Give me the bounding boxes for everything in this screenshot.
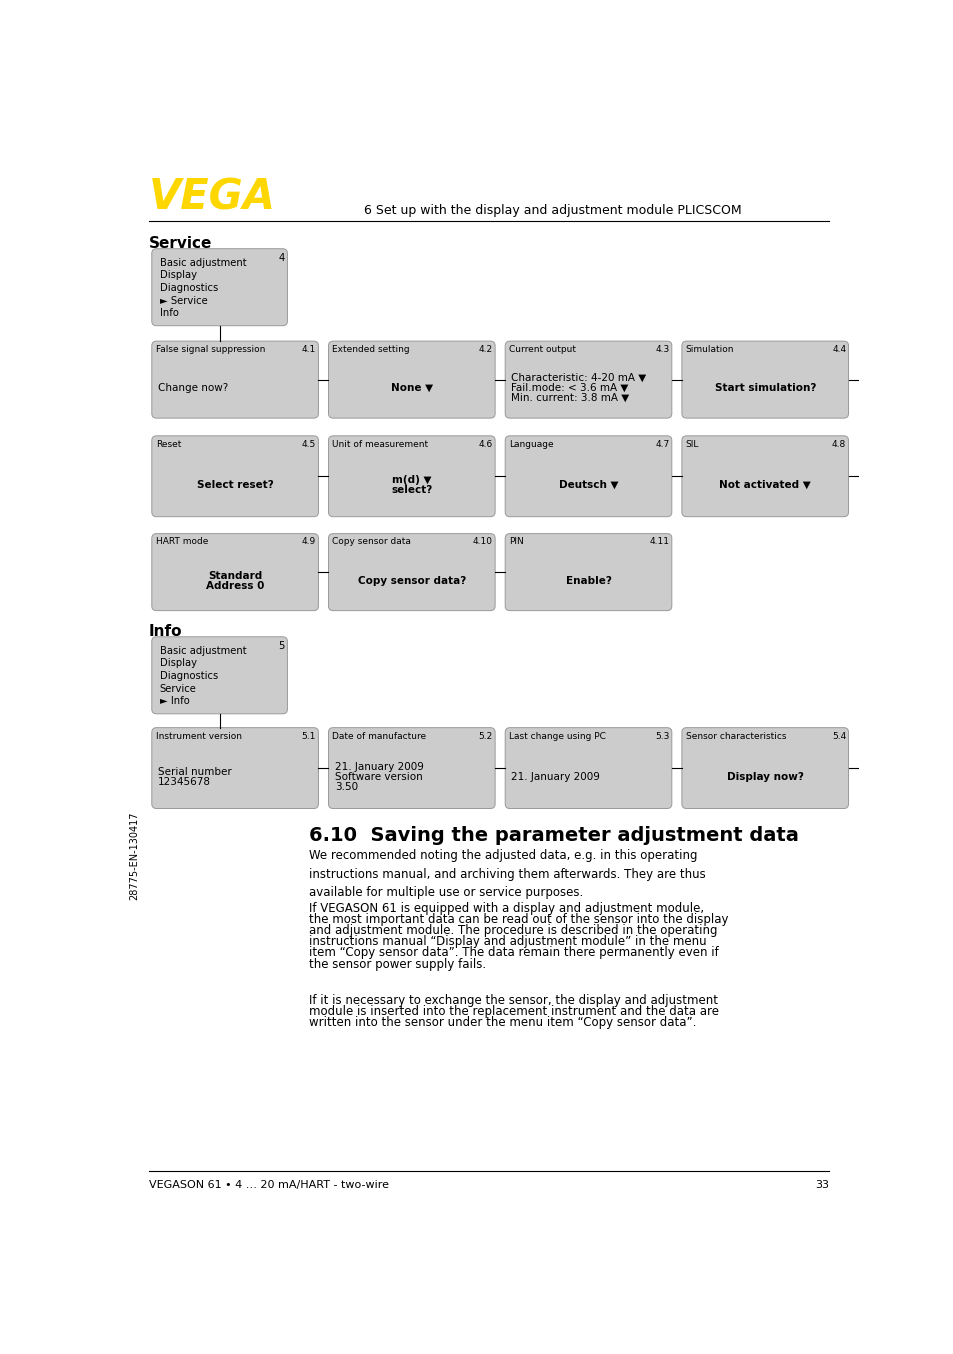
Text: SIL: SIL [685, 440, 699, 448]
Text: Language: Language [509, 440, 553, 448]
Text: PIN: PIN [509, 538, 523, 547]
FancyBboxPatch shape [505, 533, 671, 611]
FancyBboxPatch shape [681, 341, 847, 418]
Text: Software version: Software version [335, 772, 422, 781]
Text: Deutsch ▼: Deutsch ▼ [558, 479, 618, 490]
Text: Extended setting: Extended setting [332, 345, 410, 353]
FancyBboxPatch shape [328, 533, 495, 611]
Text: Info: Info [159, 309, 178, 318]
FancyBboxPatch shape [681, 727, 847, 808]
Text: Copy sensor data?: Copy sensor data? [357, 575, 465, 585]
Text: ► Info: ► Info [159, 696, 189, 707]
Text: 4.2: 4.2 [478, 345, 493, 353]
Text: 4.8: 4.8 [831, 440, 845, 448]
Text: 5.3: 5.3 [655, 731, 669, 741]
Text: 6 Set up with the display and adjustment module PLICSCOM: 6 Set up with the display and adjustment… [364, 203, 741, 217]
Text: instructions manual “Display and adjustment module” in the menu: instructions manual “Display and adjustm… [309, 936, 706, 948]
Text: 33: 33 [814, 1181, 828, 1190]
Text: Enable?: Enable? [565, 575, 611, 585]
Text: 4.10: 4.10 [473, 538, 493, 547]
Text: Diagnostics: Diagnostics [159, 283, 217, 292]
Text: Start simulation?: Start simulation? [714, 383, 815, 393]
Text: Unit of measurement: Unit of measurement [332, 440, 428, 448]
FancyBboxPatch shape [152, 636, 287, 714]
FancyBboxPatch shape [152, 533, 318, 611]
Text: 28775-EN-130417: 28775-EN-130417 [130, 811, 139, 899]
Text: Info: Info [149, 624, 182, 639]
Text: Not activated ▼: Not activated ▼ [719, 479, 810, 490]
Text: 21. January 2009: 21. January 2009 [511, 772, 599, 781]
Text: 21. January 2009: 21. January 2009 [335, 761, 423, 772]
Text: 4: 4 [277, 253, 284, 263]
Text: module is inserted into the replacement instrument and the data are: module is inserted into the replacement … [309, 1005, 719, 1018]
Text: Display now?: Display now? [726, 772, 802, 781]
Text: Select reset?: Select reset? [196, 479, 274, 490]
Text: 5.1: 5.1 [301, 731, 315, 741]
Text: Last change using PC: Last change using PC [509, 731, 605, 741]
Text: item “Copy sensor data”. The data remain there permanently even if: item “Copy sensor data”. The data remain… [309, 946, 719, 960]
FancyBboxPatch shape [152, 341, 318, 418]
FancyBboxPatch shape [152, 249, 287, 326]
Text: Service: Service [149, 236, 212, 250]
Text: 3.50: 3.50 [335, 781, 357, 792]
FancyBboxPatch shape [505, 341, 671, 418]
Text: 4.3: 4.3 [655, 345, 669, 353]
Text: Service: Service [159, 684, 196, 693]
Text: and adjustment module. The procedure is described in the operating: and adjustment module. The procedure is … [309, 923, 717, 937]
Text: 4.4: 4.4 [831, 345, 845, 353]
Text: written into the sensor under the menu item “Copy sensor data”.: written into the sensor under the menu i… [309, 1017, 696, 1029]
FancyBboxPatch shape [152, 727, 318, 808]
Text: 12345678: 12345678 [158, 777, 211, 787]
Text: Characteristic: 4-20 mA ▼: Characteristic: 4-20 mA ▼ [511, 374, 646, 383]
Text: Current output: Current output [509, 345, 576, 353]
Text: Serial number: Serial number [158, 766, 232, 777]
Text: Display: Display [159, 658, 196, 669]
Text: Fail.mode: < 3.6 mA ▼: Fail.mode: < 3.6 mA ▼ [511, 383, 628, 393]
Text: Basic adjustment: Basic adjustment [159, 646, 246, 655]
Text: 4.9: 4.9 [301, 538, 315, 547]
Text: m(d) ▼: m(d) ▼ [392, 475, 431, 485]
Text: Min. current: 3.8 mA ▼: Min. current: 3.8 mA ▼ [511, 393, 629, 403]
Text: 4.6: 4.6 [478, 440, 493, 448]
Text: Address 0: Address 0 [206, 581, 264, 590]
Text: HART mode: HART mode [155, 538, 208, 547]
Text: Copy sensor data: Copy sensor data [332, 538, 411, 547]
Text: False signal suppression: False signal suppression [155, 345, 265, 353]
Text: We recommended noting the adjusted data, e.g. in this operating
instructions man: We recommended noting the adjusted data,… [309, 849, 705, 899]
Text: None ▼: None ▼ [391, 383, 433, 393]
Text: Diagnostics: Diagnostics [159, 672, 217, 681]
FancyBboxPatch shape [681, 436, 847, 517]
Text: 6.10  Saving the parameter adjustment data: 6.10 Saving the parameter adjustment dat… [309, 826, 799, 845]
Text: 4.11: 4.11 [649, 538, 669, 547]
Text: If VEGASON 61 is equipped with a display and adjustment module,: If VEGASON 61 is equipped with a display… [309, 902, 703, 915]
Text: select?: select? [391, 485, 432, 494]
FancyBboxPatch shape [328, 341, 495, 418]
Text: ► Service: ► Service [159, 295, 207, 306]
Text: Change now?: Change now? [158, 383, 228, 393]
FancyBboxPatch shape [328, 727, 495, 808]
Text: Standard: Standard [208, 570, 262, 581]
Text: 5.2: 5.2 [478, 731, 493, 741]
Text: VEGA: VEGA [149, 176, 275, 218]
FancyBboxPatch shape [328, 436, 495, 517]
Text: If it is necessary to exchange the sensor, the display and adjustment: If it is necessary to exchange the senso… [309, 994, 718, 1007]
Text: Display: Display [159, 271, 196, 280]
Text: VEGASON 61 • 4 … 20 mA/HART - two-wire: VEGASON 61 • 4 … 20 mA/HART - two-wire [149, 1181, 388, 1190]
Text: 4.1: 4.1 [301, 345, 315, 353]
Text: Reset: Reset [155, 440, 181, 448]
Text: 5.4: 5.4 [831, 731, 845, 741]
Text: the most important data can be read out of the sensor into the display: the most important data can be read out … [309, 913, 728, 926]
FancyBboxPatch shape [505, 436, 671, 517]
Text: Instrument version: Instrument version [155, 731, 241, 741]
Text: 4.5: 4.5 [301, 440, 315, 448]
FancyBboxPatch shape [505, 727, 671, 808]
Text: Simulation: Simulation [685, 345, 734, 353]
Text: Basic adjustment: Basic adjustment [159, 257, 246, 268]
Text: Sensor characteristics: Sensor characteristics [685, 731, 785, 741]
Text: 5: 5 [277, 642, 284, 651]
Text: 4.7: 4.7 [655, 440, 669, 448]
Text: the sensor power supply fails.: the sensor power supply fails. [309, 957, 486, 971]
Text: Date of manufacture: Date of manufacture [332, 731, 426, 741]
FancyBboxPatch shape [152, 436, 318, 517]
